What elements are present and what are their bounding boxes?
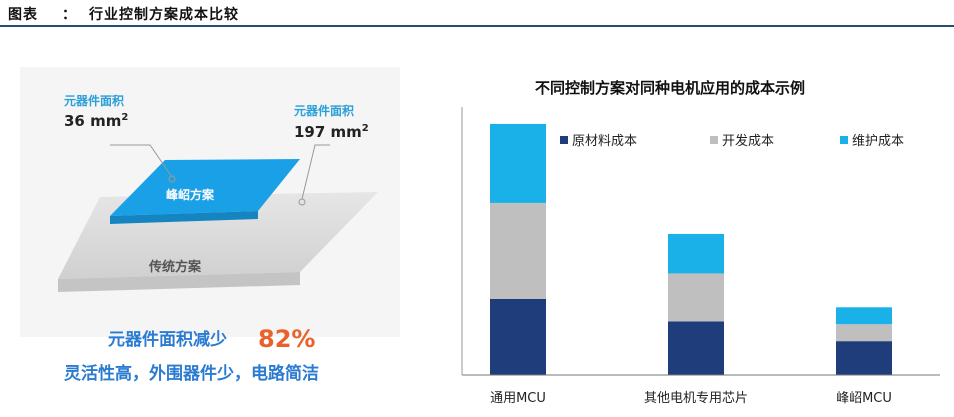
bar-1-series-1 <box>490 298 546 375</box>
bar-1-series-2 <box>490 202 546 299</box>
x-tick-label: 其他电机专用芯片 <box>644 391 748 406</box>
figure-label: 图表 <box>8 7 38 23</box>
new-plate-edge <box>110 211 258 224</box>
x-tick-labels: 通用MCU 其他电机专用芯片 峰岹MCU <box>490 391 892 406</box>
legend-label: 开发成本 <box>722 133 774 149</box>
traditional-plate-label: 传统方案 <box>148 259 202 275</box>
bar-3-series-3 <box>836 307 892 325</box>
figure-header: 图表 ： 行业控制方案成本比较 <box>8 4 239 24</box>
component-area-figure: 传统方案 峰岹方案 元器件面积 36 mm2 元器件面积 197 mm2 元器件… <box>20 67 400 384</box>
x-tick-label: 峰岹MCU <box>836 391 892 406</box>
legend-swatch <box>560 136 568 144</box>
headline-subline: 灵活性高，外围器件少，电路简洁 <box>64 363 319 384</box>
legend-swatch <box>840 136 848 144</box>
leader-line-old <box>301 144 330 200</box>
new-plate <box>110 159 300 216</box>
bar-2-series-2 <box>668 273 724 322</box>
legend-label: 原材料成本 <box>572 134 637 149</box>
headline-text: 元器件面积减少 <box>108 329 227 350</box>
header-separator: ： <box>62 7 77 23</box>
bar-group <box>490 123 892 375</box>
callout-new-value: 36 mm2 <box>64 112 128 130</box>
new-plate-label: 峰岹方案 <box>166 187 215 202</box>
cost-chart: 不同控制方案对同种电机应用的成本示例 通用MCU 其他电机专用芯片 峰岹MCU 原材… <box>461 79 940 406</box>
traditional-plate-edge <box>58 272 300 292</box>
leader-dot-new <box>168 175 176 183</box>
chart-title: 不同控制方案对同种电机应用的成本示例 <box>535 79 805 97</box>
bar-2-series-1 <box>668 321 724 375</box>
callout-old-label: 元器件面积 <box>294 103 354 118</box>
bar-1-series-3 <box>490 123 546 203</box>
leader-line-new <box>110 144 173 178</box>
header-rule <box>0 25 954 27</box>
callout-old-value: 197 mm2 <box>294 123 369 141</box>
bar-2-series-3 <box>668 233 724 274</box>
headline-percent: 82% <box>258 325 315 353</box>
legend-label: 维护成本 <box>852 134 904 149</box>
legend-swatch <box>710 136 718 144</box>
leader-dot-old <box>298 198 306 206</box>
bar-3-series-1 <box>836 341 892 375</box>
bar-3-series-2 <box>836 324 892 342</box>
chart-legend: 原材料成本 开发成本 维护成本 <box>560 133 904 149</box>
x-tick-label: 通用MCU <box>490 391 546 406</box>
figure-title: 行业控制方案成本比较 <box>89 7 239 23</box>
callout-new-label: 元器件面积 <box>64 93 124 108</box>
